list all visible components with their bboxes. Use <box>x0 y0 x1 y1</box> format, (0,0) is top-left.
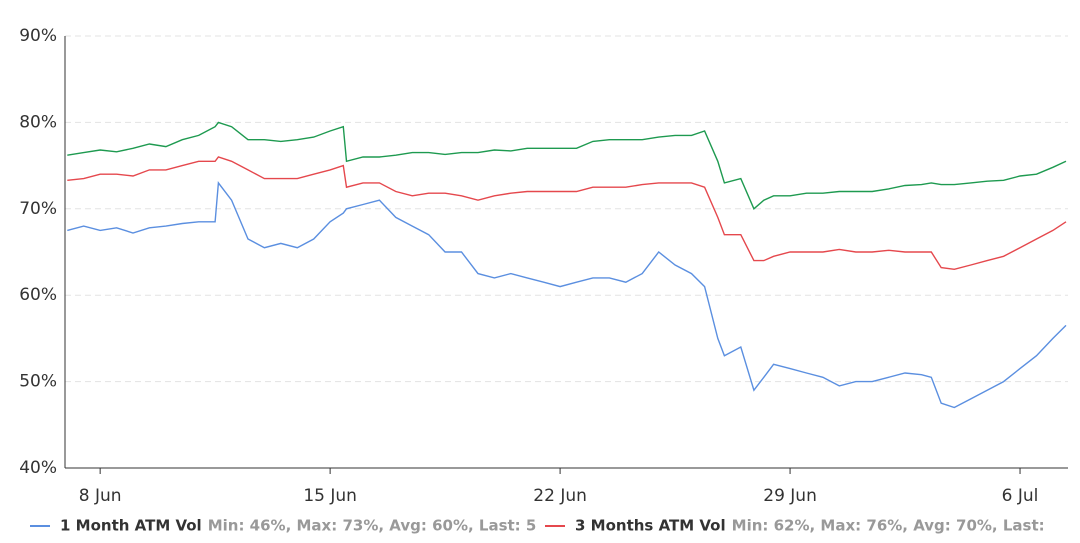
series-line <box>67 181 1067 409</box>
x-tick-label: 29 Jun <box>763 486 817 506</box>
x-tick-label: 8 Jun <box>79 486 122 506</box>
y-tick-label: 40% <box>19 458 57 478</box>
series-line <box>67 121 1067 210</box>
legend-stats: Min: 46%, Max: 73%, Avg: 60%, Last: 5 <box>208 517 537 535</box>
y-tick-label: 80% <box>19 112 57 132</box>
x-tick-label: 6 Jul <box>1002 486 1039 506</box>
y-tick-label: 60% <box>19 285 57 305</box>
series-line <box>67 156 1067 271</box>
x-tick-label: 15 Jun <box>303 486 357 506</box>
x-tick-label: 22 Jun <box>533 486 587 506</box>
legend-stats: Min: 62%, Max: 76%, Avg: 70%, Last: <box>732 517 1045 535</box>
legend-label: 1 Month ATM Vol <box>60 517 202 535</box>
legend-label: 3 Months ATM Vol <box>575 517 726 535</box>
y-tick-label: 90% <box>19 26 57 46</box>
y-tick-label: 50% <box>19 372 57 392</box>
y-tick-label: 70% <box>19 199 57 219</box>
